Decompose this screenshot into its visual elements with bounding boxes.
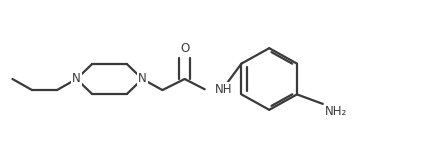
Text: O: O bbox=[180, 42, 189, 55]
Text: NH: NH bbox=[214, 83, 232, 96]
Text: NH₂: NH₂ bbox=[325, 105, 347, 118]
Text: N: N bbox=[138, 73, 147, 85]
Text: N: N bbox=[72, 73, 81, 85]
